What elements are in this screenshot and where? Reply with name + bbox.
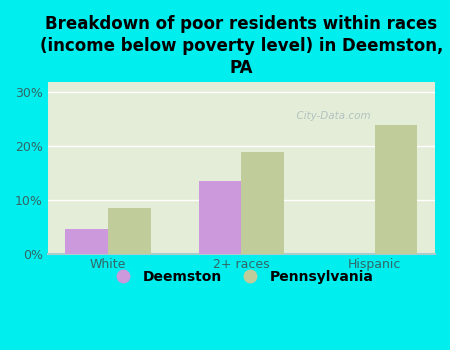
Bar [375,125,418,253]
Text: City-Data.com: City-Data.com [290,111,371,121]
Bar [65,229,108,253]
Legend: Deemston, Pennsylvania: Deemston, Pennsylvania [104,265,379,289]
Bar [241,152,284,253]
Bar [199,181,241,253]
Title: Breakdown of poor residents within races
(income below poverty level) in Deemsto: Breakdown of poor residents within races… [40,15,443,77]
Bar [108,208,151,253]
